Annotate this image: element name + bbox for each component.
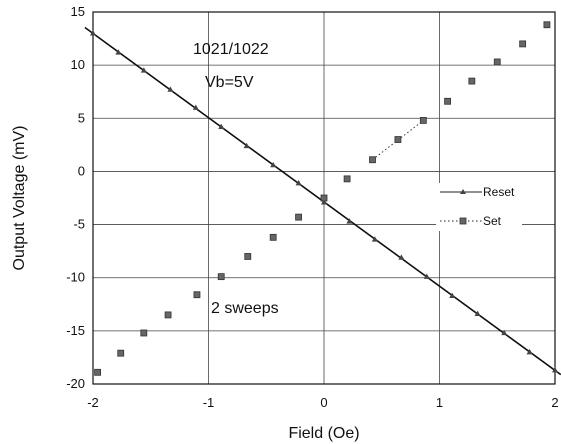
data-point-reset (501, 329, 508, 336)
data-point-reset (295, 179, 302, 186)
y-tick-label: -10 (66, 270, 85, 285)
legend: Reset Set (436, 183, 522, 231)
x-tick-label: 2 (551, 395, 558, 410)
data-point-reset (552, 366, 558, 373)
data-point-set (193, 291, 201, 299)
data-point-set (217, 273, 225, 281)
data-point-reset (218, 123, 225, 129)
annotation-sweeps: 2 sweeps (211, 300, 279, 317)
data-point-set (244, 253, 252, 260)
x-tick-label: 1 (436, 395, 443, 410)
data-point-set (295, 213, 302, 221)
y-tick-label: -15 (66, 323, 85, 338)
x-tick-label: -2 (87, 395, 99, 410)
data-point-reset (167, 86, 174, 92)
data-point-set (444, 97, 451, 105)
y-tick-label: 15 (71, 4, 85, 19)
y-tick-label: 0 (78, 163, 85, 178)
data-point-reset (192, 104, 199, 110)
legend-label-reset: Reset (483, 185, 515, 199)
data-point-set (543, 21, 551, 29)
data-point-reset (270, 161, 277, 168)
data-point-reset (346, 218, 353, 224)
data-point-set (468, 77, 476, 85)
data-point-reset (526, 348, 533, 355)
data-point-set (269, 233, 277, 241)
legend-marker-reset (460, 189, 466, 194)
y-tick-label: -5 (73, 217, 85, 232)
data-point-reset (449, 292, 456, 298)
data-point-reset (474, 310, 481, 317)
data-point-reset (140, 67, 147, 73)
data-point-set (343, 175, 351, 183)
data-point-reset (371, 236, 378, 242)
data-point-set (164, 311, 172, 319)
y-axis-label: Output Voltage (mV) (11, 126, 28, 271)
annotation-bias-voltage: Vb=5V (205, 74, 254, 91)
data-point-set (419, 117, 427, 124)
plot-frame (92, 11, 556, 385)
series (84, 21, 561, 376)
y-tick-label: 10 (71, 57, 85, 72)
data-point-reset (423, 273, 430, 279)
x-axis-label: Field (Oe) (288, 425, 359, 442)
data-point-reset (115, 49, 122, 55)
legend-marker-set (459, 217, 467, 225)
legend-background (436, 183, 522, 231)
data-point-set (493, 58, 501, 66)
data-point-set (140, 329, 148, 337)
data-point-set (369, 156, 376, 164)
x-tick-label: 0 (320, 395, 327, 410)
annotation-sample-id: 1021/1022 (193, 41, 269, 58)
y-tick-label: -20 (66, 376, 85, 391)
data-point-set (117, 349, 125, 357)
data-point-reset (90, 30, 96, 36)
x-tick-label: -1 (203, 395, 215, 410)
legend-label-set: Set (483, 214, 502, 228)
y-tick-label: 5 (78, 110, 85, 125)
data-point-reset (398, 254, 405, 260)
data-point-set (94, 368, 102, 376)
data-point-set (320, 194, 328, 202)
data-point-reset (243, 142, 250, 149)
data-point-reset (321, 199, 327, 205)
data-point-set (394, 136, 402, 143)
data-point-set (519, 40, 527, 48)
